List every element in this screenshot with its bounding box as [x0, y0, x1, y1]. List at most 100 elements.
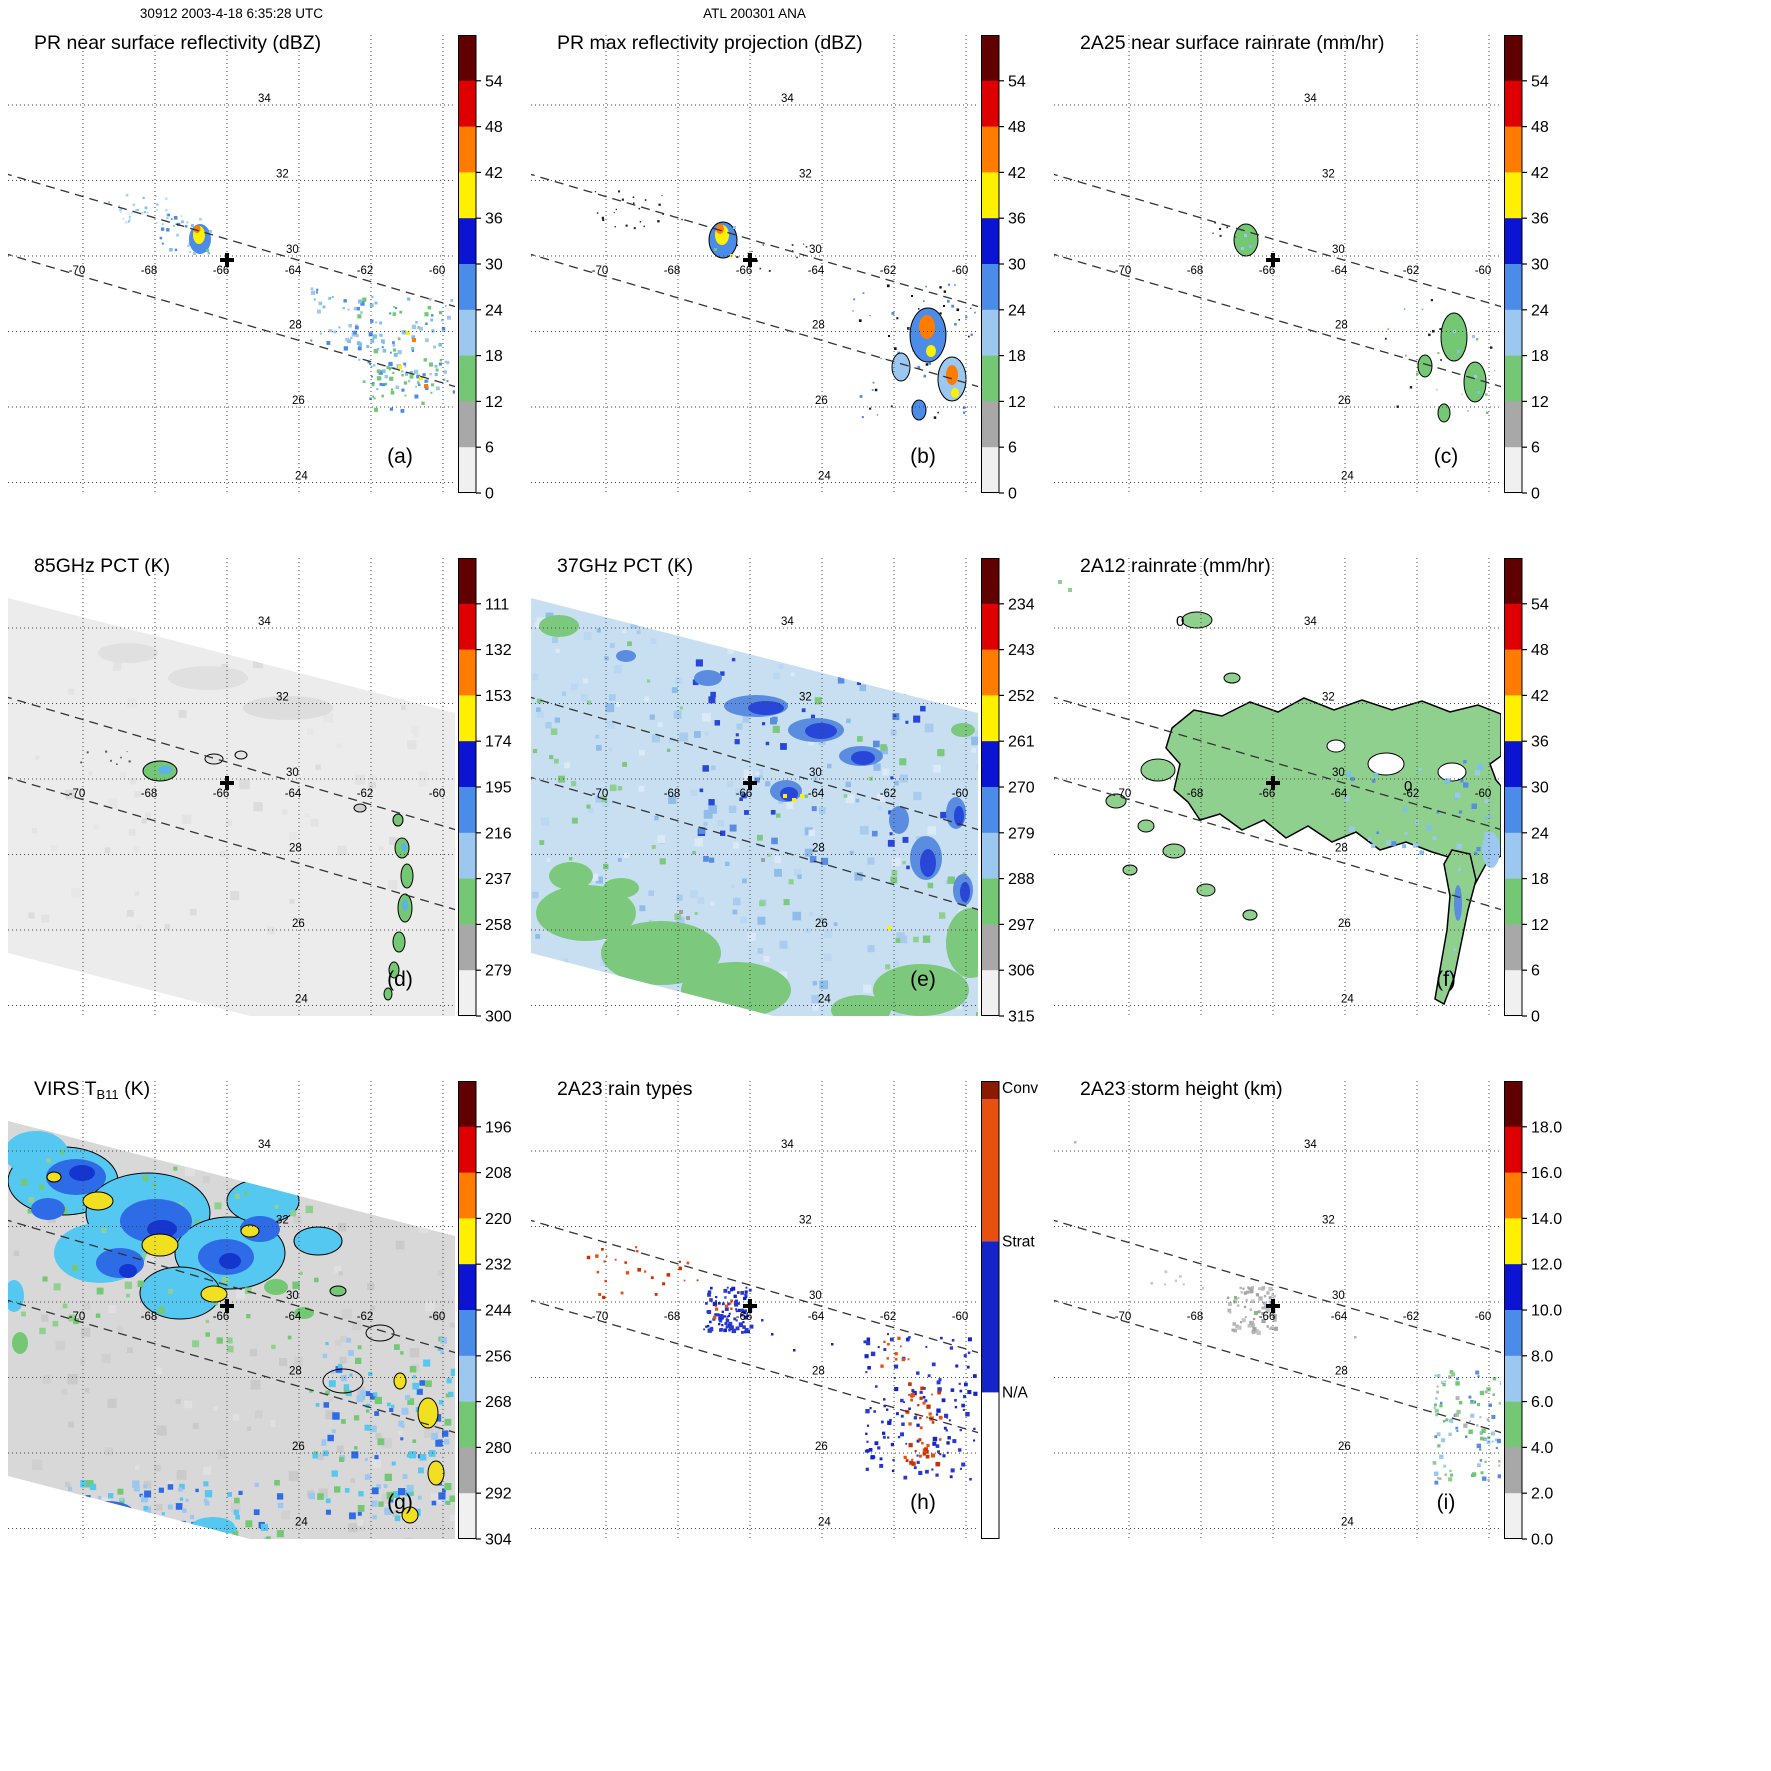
colorbar-tick-label: 48 — [485, 119, 503, 136]
colorbar-tick-label: 18 — [1531, 348, 1549, 365]
colorbar-b: 54 48 42 36 30 24 18 12 6 0 — [981, 35, 1026, 503]
panel-title: PR near surface reflectivity (dBZ) — [34, 32, 322, 54]
lat-label: 26 — [292, 918, 305, 930]
colorbar-tick-label: 48 — [1008, 119, 1026, 136]
lat-label: 28 — [289, 1366, 302, 1378]
rain-feature — [293, 1226, 343, 1256]
rain-feature — [82, 1501, 134, 1525]
panel-h: 34 32 30 28 26 24 -70 -68 -66 -64 -62 -60 (h) 2A23 ra… — [531, 1076, 1054, 1599]
rain-feature — [616, 650, 636, 662]
lat-label: 34 — [781, 1139, 794, 1151]
rain-feature — [392, 931, 406, 953]
rain-feature — [417, 1397, 439, 1429]
grid-labels: 34 32 30 28 26 24 -70 -68 -66 -64 -62 -60 — [1115, 616, 1492, 1006]
speckle-field — [369, 365, 429, 413]
lat-label: 30 — [286, 244, 299, 256]
rain-feature — [549, 862, 593, 890]
lon-label: -64 — [285, 788, 302, 800]
swath-edge-lines — [8, 696, 455, 911]
lon-label: -64 — [808, 1311, 825, 1323]
rain-feature — [82, 1191, 114, 1211]
rain-feature — [1181, 611, 1213, 629]
grid-labels: 34 32 30 28 26 24 -70 -68 -66 -64 -62 -60 — [1115, 1139, 1492, 1529]
map-f: 0 0 34 32 30 28 26 24 -70 -68 -66 -64 -62 -60 (f) — [1054, 558, 1501, 1016]
rain-feature — [1434, 849, 1477, 1006]
colorbar-tick-label: 111 — [485, 596, 509, 613]
rain-feature — [98, 643, 158, 663]
lat-label: 32 — [276, 169, 289, 181]
colorbar-tick-label: 279 — [1008, 825, 1035, 842]
rain-feature — [401, 1506, 419, 1524]
rain-feature — [1417, 354, 1433, 378]
colorbar-tick-label: 12 — [1008, 394, 1026, 411]
lon-label: -60 — [429, 788, 446, 800]
colorbar-category-label: Conv — [1002, 1080, 1038, 1097]
colorbar-tick-label: 6.0 — [1531, 1394, 1553, 1411]
rain-feature — [158, 765, 172, 775]
lon-label: -70 — [1115, 788, 1132, 800]
contour-label: 0 — [1176, 613, 1184, 630]
panel-d: 34 32 30 28 26 24 -70 -68 -66 -64 -62 -60 (d) 85GHz P… — [8, 553, 531, 1076]
colorbar-i: 18.0 16.0 14.0 12.0 10.0 8.0 6.0 4.0 2.0 0.0 — [1504, 1081, 1562, 1549]
rain-feature — [388, 961, 400, 979]
lat-label: 26 — [292, 395, 305, 407]
colorbar-tick-label: 208 — [485, 1165, 512, 1182]
lat-label: 34 — [258, 616, 271, 628]
colorbar-tick-label: 24 — [1008, 302, 1026, 319]
lat-label: 24 — [1341, 1517, 1354, 1529]
colorbar-category-label: Strat — [1002, 1233, 1035, 1250]
map-a: 34 32 30 28 26 24 -70 -68 -66 -64 -62 -60 (a) — [8, 35, 455, 493]
lat-label: 26 — [815, 1441, 828, 1453]
lat-label: 30 — [286, 767, 299, 779]
colorbar-tick-label: 10.0 — [1531, 1303, 1562, 1320]
lat-label: 34 — [1304, 1139, 1317, 1151]
rain-feature — [1242, 909, 1258, 921]
rain-feature — [1122, 864, 1138, 876]
data-layer — [531, 598, 978, 1016]
lon-label: -66 — [1259, 265, 1276, 277]
panel-letter: (d) — [387, 968, 413, 991]
rain-feature — [951, 388, 959, 398]
lat-label: 26 — [1338, 1441, 1351, 1453]
swath-edge-lines — [1054, 1219, 1501, 1434]
colorbar-tick-label: 24 — [1531, 825, 1549, 842]
lon-label: -62 — [357, 265, 374, 277]
pixel-dots — [398, 331, 428, 388]
speckle-field — [28, 618, 428, 935]
rain-feature — [748, 701, 784, 715]
lat-label: 30 — [1332, 767, 1345, 779]
pixel-dots — [1448, 868, 1461, 976]
rain-feature — [1463, 361, 1487, 403]
colorbar-tick-label: 36 — [1531, 211, 1549, 228]
rain-feature — [831, 995, 891, 1016]
rain-feature — [1367, 752, 1405, 776]
colorbar-tick-label: 18 — [485, 348, 503, 365]
rain-feature — [1437, 762, 1467, 782]
rain-feature — [365, 1324, 395, 1342]
panel-i: 34 32 30 28 26 24 -70 -68 -66 -64 -62 -60 (i) 2A23 st… — [1054, 1076, 1577, 1599]
rain-feature — [141, 1233, 179, 1257]
panel-title: VIRS TB11 (K) — [34, 1078, 150, 1102]
rain-feature — [1482, 832, 1500, 868]
panel-letter: (i) — [1437, 1491, 1456, 1514]
colorbar-tick-label: 18 — [1531, 871, 1549, 888]
lat-label: 32 — [799, 169, 812, 181]
colorbar-tick-label: 300 — [485, 1009, 512, 1026]
rain-feature — [12, 1332, 28, 1354]
panel-letter: (h) — [910, 1491, 936, 1514]
speckle-field — [1344, 760, 1495, 856]
lon-label: -66 — [1259, 1311, 1276, 1323]
lon-label: -66 — [736, 1311, 753, 1323]
rain-feature — [954, 806, 964, 826]
rain-feature — [219, 1253, 241, 1269]
lon-label: -70 — [592, 265, 609, 277]
colorbar-tick-label: 153 — [485, 688, 512, 705]
lon-label: -64 — [1331, 265, 1348, 277]
rain-feature — [716, 224, 724, 234]
panel-f: 0 0 34 32 30 28 26 24 -70 -68 -66 -64 -62 -60 (f) 2A12 … — [1054, 553, 1577, 1076]
speckle-field — [310, 287, 378, 351]
lat-label: 34 — [258, 93, 271, 105]
swath-edge-lines — [1054, 696, 1501, 911]
rain-feature — [427, 1460, 445, 1486]
colorbar-tick-label: 8.0 — [1531, 1348, 1553, 1365]
